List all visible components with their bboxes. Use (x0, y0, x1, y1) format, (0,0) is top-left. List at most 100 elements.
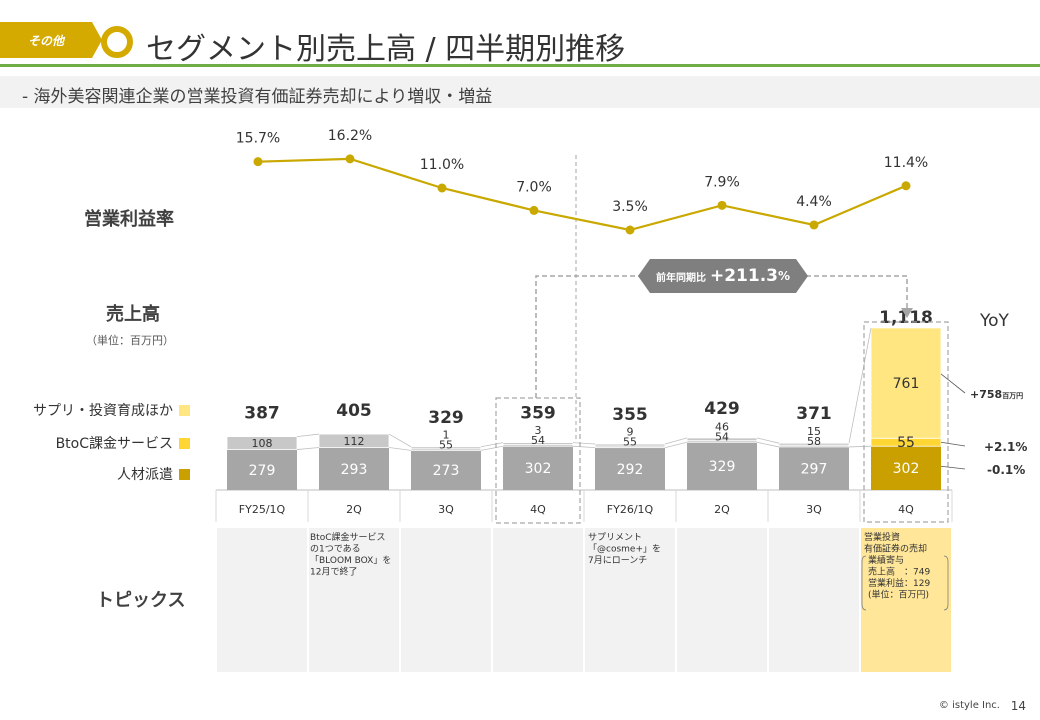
bar-segment-staffing (595, 447, 665, 490)
bar-label-supplement: 9 (627, 426, 634, 439)
callout-value: +211.3 (709, 266, 778, 286)
bar-label-btoc: 54 (531, 434, 545, 447)
bar-segment-staffing (871, 446, 941, 490)
bar-total-label: 429 (704, 399, 740, 419)
bar-label-staffing: 302 (893, 461, 920, 477)
topic-text-line: の1つである (310, 544, 361, 555)
bar-label-supplement: 108 (252, 437, 273, 450)
topic-cell (769, 528, 859, 672)
topic-cell (585, 528, 675, 672)
topic-text-line: サプリメント (588, 532, 642, 543)
bar-segment-supplement (318, 433, 390, 448)
margin-point (253, 157, 263, 167)
topic-text-line: 「@cosme+」を (588, 544, 661, 555)
topic-cell (309, 528, 399, 672)
topic-text-line: BtoC課金サービス (310, 531, 386, 543)
bar-segment-supplement (410, 446, 482, 450)
yoy-callout: 前年同期比 +211.3 % (638, 256, 808, 296)
topic-cell (217, 528, 307, 672)
bar-label-staffing: 297 (801, 461, 828, 477)
bar-segment-supplement (226, 436, 298, 450)
category-tick-label: 4Q (530, 503, 546, 516)
bar-total-label: 355 (612, 405, 648, 425)
topic-bracket (943, 555, 949, 611)
legend-swatch (179, 468, 190, 480)
connector-line (296, 433, 320, 437)
margin-point (625, 225, 635, 235)
topic-cell (677, 528, 767, 672)
title-ring-icon (101, 26, 133, 58)
category-tick-label: 4Q (898, 503, 914, 516)
bar-label-supplement: 761 (893, 376, 920, 392)
margin-point (901, 181, 911, 191)
margin-data-label: 7.9% (704, 174, 740, 190)
highlight-box (495, 397, 581, 524)
yoy-leader-line (940, 465, 966, 470)
margin-data-label: 3.5% (612, 199, 648, 215)
bar-segment-staffing (687, 442, 757, 490)
bar-label-supplement: 112 (344, 435, 365, 448)
bar-total-label: 1,118 (879, 308, 933, 328)
topic-text-line: 営業投資 (864, 531, 900, 543)
bar-label-staffing: 292 (617, 462, 644, 478)
topic-bracket (861, 555, 867, 611)
connector-line (848, 327, 872, 444)
sales-unit-note: （単位：百万円） (86, 334, 174, 347)
yoy-leader-line (940, 373, 966, 394)
subtitle-bar (0, 76, 1040, 108)
section-tag: その他 (0, 22, 92, 58)
connector-line (480, 442, 504, 448)
title-divider (0, 64, 1040, 67)
bar-segment-supplement (502, 442, 574, 445)
bar-segment-staffing (503, 446, 573, 490)
bar-label-supplement: 15 (807, 425, 821, 438)
connector-line (388, 447, 412, 451)
category-tick-label: 3Q (806, 503, 822, 516)
margin-point (717, 200, 727, 210)
bar-label-staffing: 329 (709, 459, 736, 475)
margin-data-label: 11.0% (420, 157, 464, 173)
yoy-value: +758 (970, 388, 1003, 401)
legend-item-btoc: BtoC課金サービス (56, 433, 190, 453)
legend-label: サプリ・投資育成ほか (33, 403, 173, 419)
margin-data-label: 4.4% (796, 194, 832, 210)
highlight-box (863, 321, 949, 523)
category-tick-label: 2Q (346, 503, 362, 516)
bar-label-supplement: 3 (535, 424, 542, 437)
topic-text-line: 売上高 ：749 (868, 566, 930, 578)
connector-line (388, 433, 412, 448)
callout-shape (638, 259, 808, 293)
legend-label: 人材派遣 (117, 467, 173, 483)
margin-section-label: 営業利益率 (84, 209, 174, 230)
legend-swatch (179, 404, 190, 416)
margin-data-label: 15.7% (236, 131, 280, 147)
yoy-compare-arrowhead (901, 308, 913, 318)
bar-total-label: 405 (336, 401, 372, 421)
margin-point (809, 220, 819, 230)
margin-series-line (257, 157, 907, 232)
yoy-staffing: -0.1% (987, 463, 1026, 477)
bar-total-label: 359 (520, 404, 556, 424)
bar-label-btoc: 55 (623, 436, 637, 449)
bar-label-btoc: 54 (715, 430, 729, 443)
yoy-header: YoY (980, 311, 1009, 331)
margin-point (437, 183, 447, 193)
connector-line (296, 447, 320, 450)
topic-text-line: 7月にローンチ (588, 555, 647, 566)
bar-segment-supplement (870, 327, 942, 439)
category-tick-label: 2Q (714, 503, 730, 516)
legend-swatch (179, 437, 190, 449)
callout-unit: % (778, 269, 791, 283)
bar-label-staffing: 279 (249, 463, 276, 479)
connector-line (480, 445, 504, 451)
topic-text-line: 12月で終了 (310, 566, 357, 578)
bar-label-btoc: 58 (807, 435, 821, 448)
bar-total-label: 387 (244, 404, 280, 424)
margin-point (529, 205, 539, 215)
yoy-btoc: +2.1% (984, 440, 1028, 454)
category-tick-label: FY25/1Q (239, 503, 286, 516)
bar-segment-supplement (686, 437, 758, 442)
bar-total-label: 371 (796, 404, 832, 424)
yoy-unit: 百万円 (1002, 392, 1024, 400)
